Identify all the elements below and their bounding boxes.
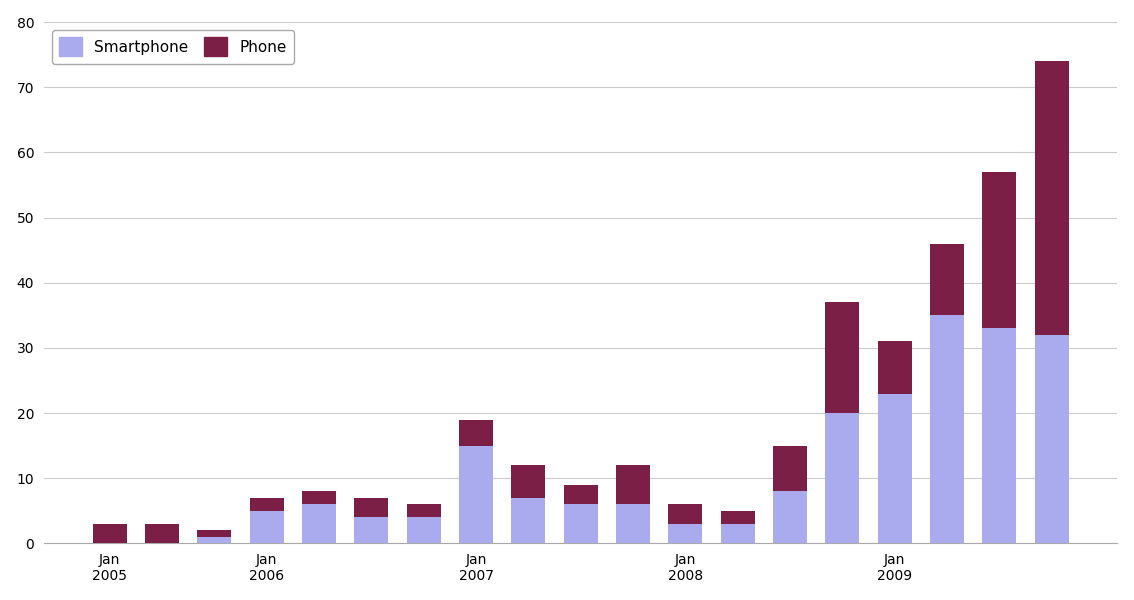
Bar: [459, 446, 493, 544]
Bar: [249, 511, 284, 544]
Bar: [407, 517, 441, 544]
Bar: [878, 394, 912, 544]
Bar: [773, 446, 807, 491]
Bar: [302, 505, 336, 544]
Bar: [720, 511, 754, 524]
Bar: [564, 505, 598, 544]
Bar: [459, 419, 493, 446]
Bar: [668, 524, 702, 544]
Bar: [511, 498, 545, 544]
Bar: [1034, 335, 1068, 544]
Bar: [197, 530, 231, 537]
Bar: [616, 465, 650, 505]
Bar: [878, 341, 912, 394]
Bar: [930, 244, 964, 316]
Bar: [826, 302, 860, 413]
Bar: [355, 517, 389, 544]
Bar: [302, 491, 336, 505]
Bar: [826, 413, 860, 544]
Bar: [982, 328, 1016, 544]
Bar: [197, 537, 231, 544]
Bar: [930, 316, 964, 544]
Bar: [145, 524, 179, 544]
Bar: [1034, 61, 1068, 335]
Bar: [773, 491, 807, 544]
Bar: [355, 498, 389, 517]
Bar: [720, 524, 754, 544]
Bar: [564, 485, 598, 505]
Bar: [982, 172, 1016, 328]
Bar: [407, 505, 441, 517]
Bar: [249, 498, 284, 511]
Bar: [93, 524, 127, 544]
Bar: [616, 505, 650, 544]
Bar: [511, 465, 545, 498]
Bar: [668, 505, 702, 524]
Legend: Smartphone, Phone: Smartphone, Phone: [52, 30, 294, 64]
